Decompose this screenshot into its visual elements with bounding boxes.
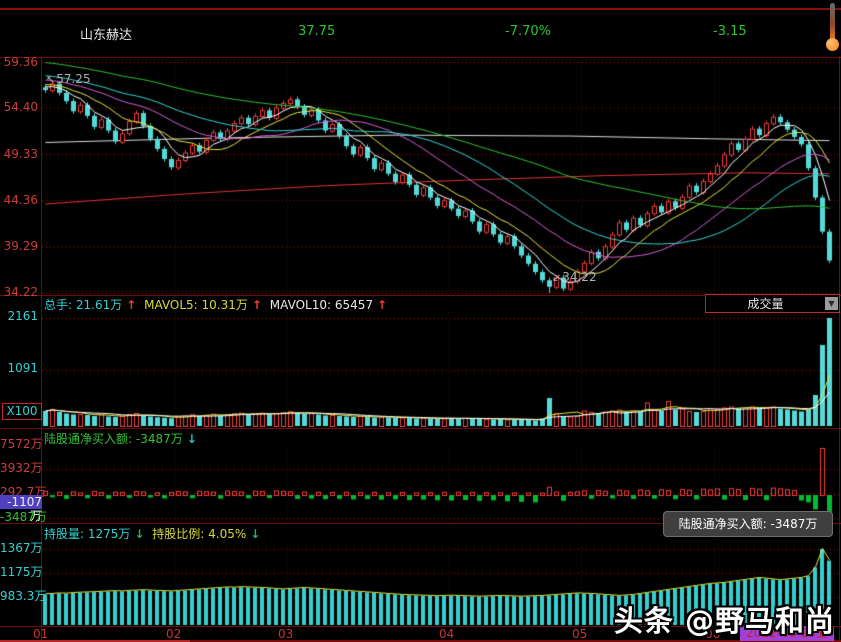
separator (0, 295, 841, 296)
price-axis-label: 59.36 (3, 55, 38, 69)
up-arrow-icon: ↑ (126, 298, 137, 312)
flow-tooltip: 陆股通净买入额: -3487万 (663, 511, 833, 537)
holdings-axis-label: 1175万 (0, 565, 43, 579)
indicator-dropdown[interactable]: 成交量 ▼ (705, 294, 840, 313)
down-arrow-icon: ↓ (134, 527, 145, 541)
stock-name: 山东赫达 (80, 28, 133, 43)
month-label: 02 (166, 627, 182, 641)
up-arrow-icon: ↑ (251, 298, 262, 312)
volume-axis-label: 2161 (7, 309, 38, 323)
price-axis-label: 44.36 (3, 193, 38, 207)
price-axis-label: 39.29 (3, 239, 38, 253)
bottom-border (0, 640, 841, 642)
axis-border (41, 56, 42, 642)
watermark: 头条 @野马和尚 (613, 604, 835, 638)
holdings-chart[interactable] (42, 543, 840, 626)
thermometer-track (830, 3, 835, 45)
holdings-ratio-stat: 持股比例: 4.05% (152, 527, 247, 541)
stock-change-abs: -3.15 (713, 24, 747, 39)
up-arrow-icon: ↑ (377, 298, 388, 312)
annotation-arrow-icon: ↖ (46, 73, 56, 86)
northbound-flow-header: 陆股通净买入额: -3487万 ↓ (44, 430, 201, 447)
holdings-axis-label: 983.3万 (0, 589, 47, 603)
month-label: 03 (278, 627, 294, 641)
high-annotation: ↖57.25 (46, 72, 91, 86)
volume-unit-label: X100 (2, 403, 42, 420)
flow-cursor-value-badge: -1107万 (0, 495, 42, 523)
down-arrow-icon: ↓ (250, 527, 261, 541)
separator (0, 626, 841, 627)
volume-header: 总手: 21.61万 ↑ MAVOL5: 10.31万 ↑ MAVOL10: 654… (44, 296, 391, 313)
mavol10-stat: MAVOL10: 65457 (269, 298, 374, 312)
holdings-axis-label: 1367万 (0, 541, 43, 555)
month-label: 04 (439, 627, 455, 641)
thermometer-bulb (826, 38, 839, 51)
bottom-border-highlight (0, 640, 190, 642)
annotation-arrow-icon: ↙ (552, 271, 562, 284)
month-label: 06 (705, 627, 721, 641)
candlestick-chart[interactable] (42, 58, 840, 294)
mavol5-stat: MAVOL5: 10.31万 (144, 298, 248, 312)
date-badge: 2022-06-24五 (740, 626, 834, 641)
total-volume-stat: 总手: 21.61万 (44, 298, 123, 312)
price-axis-label: 34.22 (3, 285, 38, 299)
down-arrow-icon: ↓ (186, 432, 197, 446)
month-label: 05 (572, 627, 588, 641)
price-axis-label: 54.40 (3, 100, 38, 114)
flow-axis-label-negative: -3487万 (0, 510, 47, 524)
top-divider (0, 8, 841, 10)
northbound-flow-chart[interactable] (42, 446, 840, 523)
holdings-qty-stat: 持股量: 1275万 (44, 527, 131, 541)
separator (0, 428, 841, 429)
stock-change-pct: -7.70% (505, 24, 551, 39)
indicator-dropdown-label: 成交量 (747, 297, 784, 311)
price-axis-label: 49.33 (3, 147, 38, 161)
low-annotation: ↙34.22 (552, 270, 597, 284)
flow-axis-label: 3932万 (0, 461, 43, 475)
chevron-down-icon[interactable]: ▼ (825, 297, 838, 310)
month-label: 01 (33, 627, 49, 641)
separator (0, 57, 841, 58)
separator (0, 523, 841, 524)
volume-chart[interactable] (42, 312, 840, 427)
stock-price: 37.75 (298, 24, 336, 39)
volume-axis-label: 1091 (7, 361, 38, 375)
holdings-header: 持股量: 1275万 ↓ 持股比例: 4.05% ↓ (44, 525, 264, 542)
northbound-flow-stat: 陆股通净买入额: -3487万 (44, 432, 183, 446)
flow-axis-label: 7572万 (0, 437, 43, 451)
